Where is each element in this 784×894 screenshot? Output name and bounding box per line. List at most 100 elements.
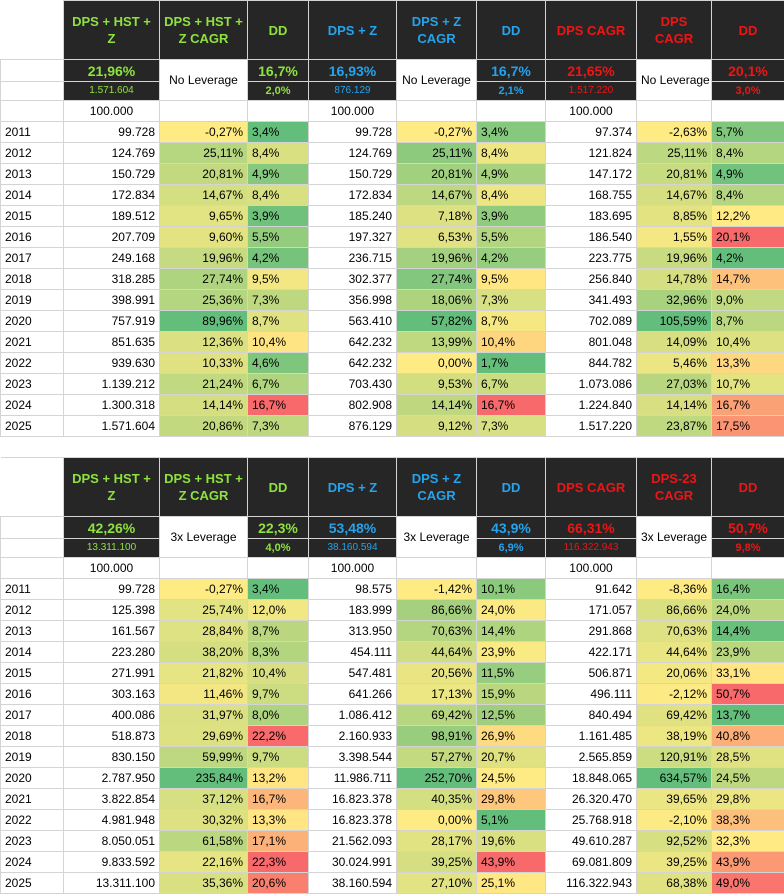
row-label-empty[interactable] xyxy=(1,517,64,539)
cagr-cell[interactable]: 105,59% xyxy=(637,311,712,332)
column-header[interactable]: DD xyxy=(712,458,784,517)
value-cell[interactable]: 454.111 xyxy=(309,642,397,663)
dd-cell[interactable]: 10,1% xyxy=(477,579,546,600)
dd-cell[interactable]: 8,4% xyxy=(712,143,784,164)
value-cell[interactable]: 1.161.485 xyxy=(546,726,637,747)
cagr-cell[interactable]: 89,96% xyxy=(160,311,248,332)
empty-cell[interactable] xyxy=(160,101,248,122)
cagr-cell[interactable]: 14,09% xyxy=(637,332,712,353)
cagr-cell[interactable]: 68,38% xyxy=(637,873,712,894)
cagr-cell[interactable]: 70,63% xyxy=(397,621,477,642)
column-header[interactable]: DPS + Z xyxy=(309,1,397,60)
year-cell[interactable]: 2022 xyxy=(1,353,64,374)
cagr-cell[interactable]: 19,96% xyxy=(397,248,477,269)
value-cell[interactable]: 757.919 xyxy=(64,311,160,332)
dd-cell[interactable]: 7,3% xyxy=(477,290,546,311)
value-cell[interactable]: 318.285 xyxy=(64,269,160,290)
value-cell[interactable]: 400.086 xyxy=(64,705,160,726)
year-cell[interactable]: 2020 xyxy=(1,311,64,332)
cagr-cell[interactable]: 69,42% xyxy=(397,705,477,726)
dd-cell[interactable]: 1,7% xyxy=(477,353,546,374)
max-dd[interactable]: 22,3% xyxy=(248,517,309,539)
value-cell[interactable]: 313.950 xyxy=(309,621,397,642)
leverage-label[interactable]: 3x Leverage xyxy=(160,517,248,558)
dd-cell[interactable]: 4,9% xyxy=(248,164,309,185)
cagr-cell[interactable]: -0,27% xyxy=(160,122,248,143)
value-cell[interactable]: 172.834 xyxy=(309,185,397,206)
total-cagr[interactable]: 16,93% xyxy=(309,60,397,82)
column-header[interactable]: DPS CAGR xyxy=(637,1,712,60)
cagr-cell[interactable]: 70,63% xyxy=(637,621,712,642)
year-cell[interactable]: 2017 xyxy=(1,248,64,269)
cagr-cell[interactable]: 19,96% xyxy=(160,248,248,269)
cagr-cell[interactable]: -2,10% xyxy=(637,810,712,831)
cagr-cell[interactable]: 38,19% xyxy=(637,726,712,747)
value-cell[interactable]: 49.610.287 xyxy=(546,831,637,852)
dd-cell[interactable]: 33,1% xyxy=(712,663,784,684)
dd-cell[interactable]: 4,9% xyxy=(477,164,546,185)
cagr-cell[interactable]: 634,57% xyxy=(637,768,712,789)
dd-cell[interactable]: 26,9% xyxy=(477,726,546,747)
cagr-cell[interactable]: 12,36% xyxy=(160,332,248,353)
dd-cell[interactable]: 4,2% xyxy=(248,248,309,269)
cagr-cell[interactable]: 0,00% xyxy=(397,810,477,831)
cagr-cell[interactable]: 40,35% xyxy=(397,789,477,810)
avg-dd[interactable]: 4,0% xyxy=(248,539,309,558)
dd-cell[interactable]: 8,7% xyxy=(477,311,546,332)
dd-cell[interactable]: 8,3% xyxy=(248,642,309,663)
total-cagr[interactable]: 42,26% xyxy=(64,517,160,539)
empty-cell[interactable] xyxy=(477,101,546,122)
cagr-cell[interactable]: 61,58% xyxy=(160,831,248,852)
value-cell[interactable]: 13.311.100 xyxy=(64,873,160,894)
dd-cell[interactable]: 16,4% xyxy=(712,579,784,600)
dd-cell[interactable]: 29,8% xyxy=(712,789,784,810)
cagr-cell[interactable]: 0,00% xyxy=(397,353,477,374)
year-cell[interactable]: 2024 xyxy=(1,852,64,873)
value-cell[interactable]: 876.129 xyxy=(309,416,397,437)
value-cell[interactable]: 2.565.859 xyxy=(546,747,637,768)
row-label-empty[interactable] xyxy=(1,558,64,579)
value-cell[interactable]: 249.168 xyxy=(64,248,160,269)
value-cell[interactable]: 801.048 xyxy=(546,332,637,353)
value-cell[interactable]: 844.782 xyxy=(546,353,637,374)
dd-cell[interactable]: 28,5% xyxy=(712,747,784,768)
cagr-cell[interactable]: 11,46% xyxy=(160,684,248,705)
value-cell[interactable]: 840.494 xyxy=(546,705,637,726)
start-value[interactable]: 100.000 xyxy=(309,101,397,122)
dd-cell[interactable]: 5,5% xyxy=(477,227,546,248)
year-cell[interactable]: 2021 xyxy=(1,789,64,810)
value-cell[interactable]: 1.300.318 xyxy=(64,395,160,416)
value-cell[interactable]: 506.871 xyxy=(546,663,637,684)
final-value[interactable]: 116.322.943 xyxy=(546,539,637,558)
cagr-cell[interactable]: 23,87% xyxy=(637,416,712,437)
cagr-cell[interactable]: 27,74% xyxy=(160,269,248,290)
final-value[interactable]: 876.129 xyxy=(309,82,397,101)
dd-cell[interactable]: 32,3% xyxy=(712,831,784,852)
column-header[interactable]: DD xyxy=(248,458,309,517)
column-header[interactable]: DPS + HST + Z CAGR xyxy=(160,1,248,60)
dd-cell[interactable]: 8,4% xyxy=(477,185,546,206)
dd-cell[interactable]: 8,7% xyxy=(248,621,309,642)
value-cell[interactable]: 702.089 xyxy=(546,311,637,332)
empty-cell[interactable] xyxy=(397,101,477,122)
dd-cell[interactable]: 24,0% xyxy=(477,600,546,621)
value-cell[interactable]: 8.050.051 xyxy=(64,831,160,852)
value-cell[interactable]: 185.240 xyxy=(309,206,397,227)
year-cell[interactable]: 2011 xyxy=(1,579,64,600)
cagr-cell[interactable]: 98,91% xyxy=(397,726,477,747)
final-value[interactable]: 13.311.100 xyxy=(64,539,160,558)
dd-cell[interactable]: 24,0% xyxy=(712,600,784,621)
value-cell[interactable]: 124.769 xyxy=(64,143,160,164)
year-cell[interactable]: 2017 xyxy=(1,705,64,726)
cagr-cell[interactable]: -2,63% xyxy=(637,122,712,143)
value-cell[interactable]: 125.398 xyxy=(64,600,160,621)
dd-cell[interactable]: 4,2% xyxy=(712,248,784,269)
dd-cell[interactable]: 20,1% xyxy=(712,227,784,248)
value-cell[interactable]: 171.057 xyxy=(546,600,637,621)
dd-cell[interactable]: 3,9% xyxy=(477,206,546,227)
cagr-cell[interactable]: 39,25% xyxy=(637,852,712,873)
cagr-cell[interactable]: 235,84% xyxy=(160,768,248,789)
value-cell[interactable]: 9.833.592 xyxy=(64,852,160,873)
year-cell[interactable]: 2014 xyxy=(1,642,64,663)
cagr-cell[interactable]: 25,74% xyxy=(160,600,248,621)
